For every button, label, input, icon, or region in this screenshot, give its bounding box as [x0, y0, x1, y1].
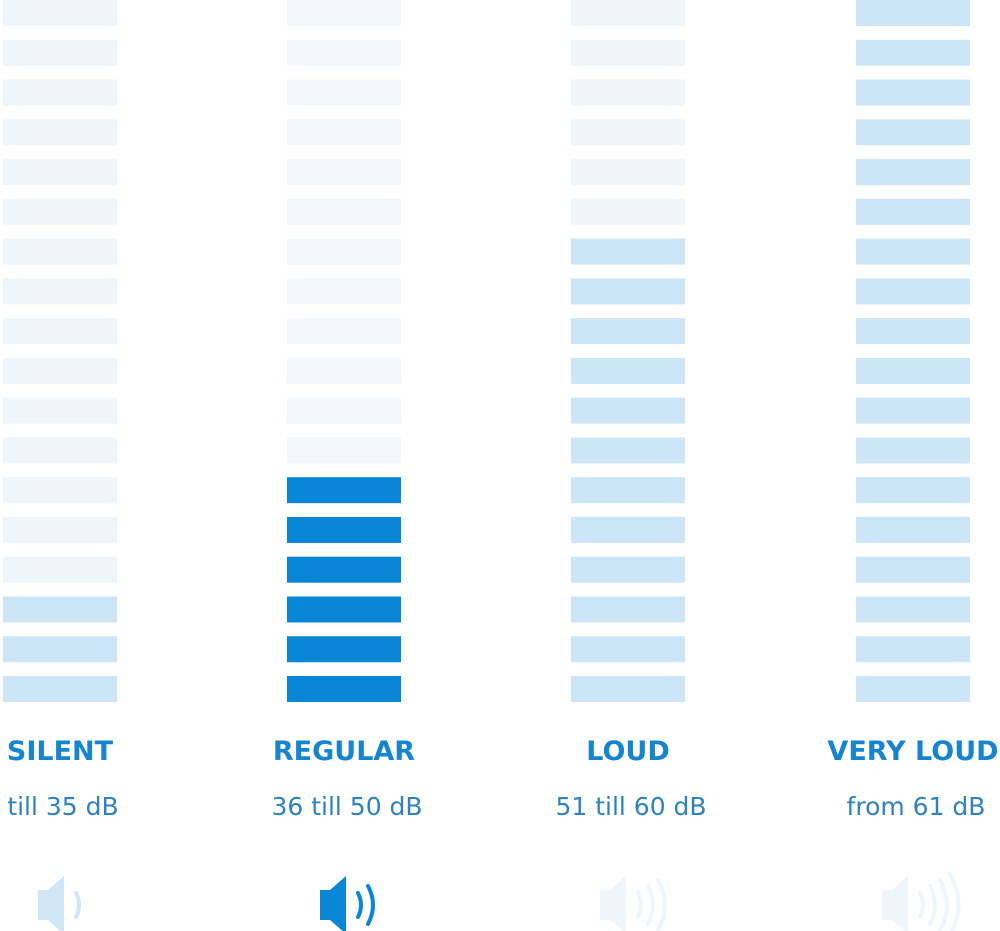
level-segment — [287, 198, 401, 225]
level-segment — [856, 636, 970, 663]
level-segment — [856, 556, 970, 583]
level-segment — [3, 477, 117, 504]
level-segment — [287, 0, 401, 26]
level-segment — [3, 238, 117, 265]
speaker-icon — [882, 872, 961, 931]
level-segment — [3, 516, 117, 543]
level-segment — [3, 198, 117, 225]
level-segment — [3, 636, 117, 663]
level-segment — [571, 198, 685, 225]
level-segment — [571, 318, 685, 345]
level-segment — [571, 477, 685, 504]
level-segment — [287, 636, 401, 663]
level-segment — [3, 119, 117, 146]
level-segment — [571, 596, 685, 623]
level-segment — [571, 397, 685, 424]
level-segment — [571, 238, 685, 265]
level-segment — [856, 0, 970, 26]
level-segment — [856, 39, 970, 66]
level-segment — [287, 437, 401, 464]
level-label: VERY LOUD — [827, 736, 998, 767]
speaker-icon — [38, 876, 81, 931]
speaker-icon — [320, 876, 375, 931]
level-range: from 61 dB — [847, 792, 986, 821]
level-segment — [287, 159, 401, 186]
level-segment — [571, 676, 685, 702]
level-segment — [571, 357, 685, 384]
level-segment — [571, 636, 685, 663]
level-segment — [3, 318, 117, 345]
level-segment — [3, 397, 117, 424]
level-segment — [856, 238, 970, 265]
level-range: 51 till 60 dB — [555, 792, 706, 821]
level-segment — [3, 0, 117, 26]
level-segment — [856, 477, 970, 504]
level-segment — [3, 556, 117, 583]
level-segment — [287, 278, 401, 305]
level-segment — [571, 278, 685, 305]
level-segment — [571, 516, 685, 543]
level-segment — [287, 477, 401, 504]
level-segment — [3, 278, 117, 305]
level-segment — [287, 556, 401, 583]
level-segment — [856, 516, 970, 543]
level-segment — [571, 79, 685, 106]
level-segment — [287, 676, 401, 702]
level-segment — [287, 516, 401, 543]
level-segment — [571, 159, 685, 186]
speaker-icon — [600, 876, 667, 931]
level-segment — [3, 39, 117, 66]
level-segment — [3, 357, 117, 384]
level-segment — [287, 357, 401, 384]
level-segment — [287, 79, 401, 106]
level-segment — [571, 119, 685, 146]
level-segment — [856, 159, 970, 186]
level-range: 36 till 50 dB — [271, 792, 422, 821]
level-segment — [287, 238, 401, 265]
level-segment — [856, 397, 970, 424]
level-segment — [287, 318, 401, 345]
level-segment — [3, 79, 117, 106]
icons — [38, 872, 961, 931]
level-segment — [287, 39, 401, 66]
level-segment — [3, 437, 117, 464]
level-segment — [571, 39, 685, 66]
level-segment — [287, 397, 401, 424]
level-segment — [3, 596, 117, 623]
level-segment — [856, 676, 970, 702]
level-label: LOUD — [586, 736, 670, 767]
level-segment — [3, 676, 117, 702]
level-range: till 35 dB — [7, 792, 118, 821]
level-segment — [856, 79, 970, 106]
level-label: REGULAR — [273, 736, 415, 767]
level-label: SILENT — [7, 736, 114, 767]
level-segment — [571, 0, 685, 26]
level-segment — [287, 119, 401, 146]
level-segment — [3, 159, 117, 186]
level-segment — [856, 119, 970, 146]
level-segment — [856, 278, 970, 305]
level-segment — [856, 357, 970, 384]
level-segment — [856, 596, 970, 623]
level-segment — [856, 437, 970, 464]
level-segment — [287, 596, 401, 623]
level-segment — [856, 198, 970, 225]
level-segment — [571, 556, 685, 583]
level-segment — [571, 437, 685, 464]
level-segment — [856, 318, 970, 345]
